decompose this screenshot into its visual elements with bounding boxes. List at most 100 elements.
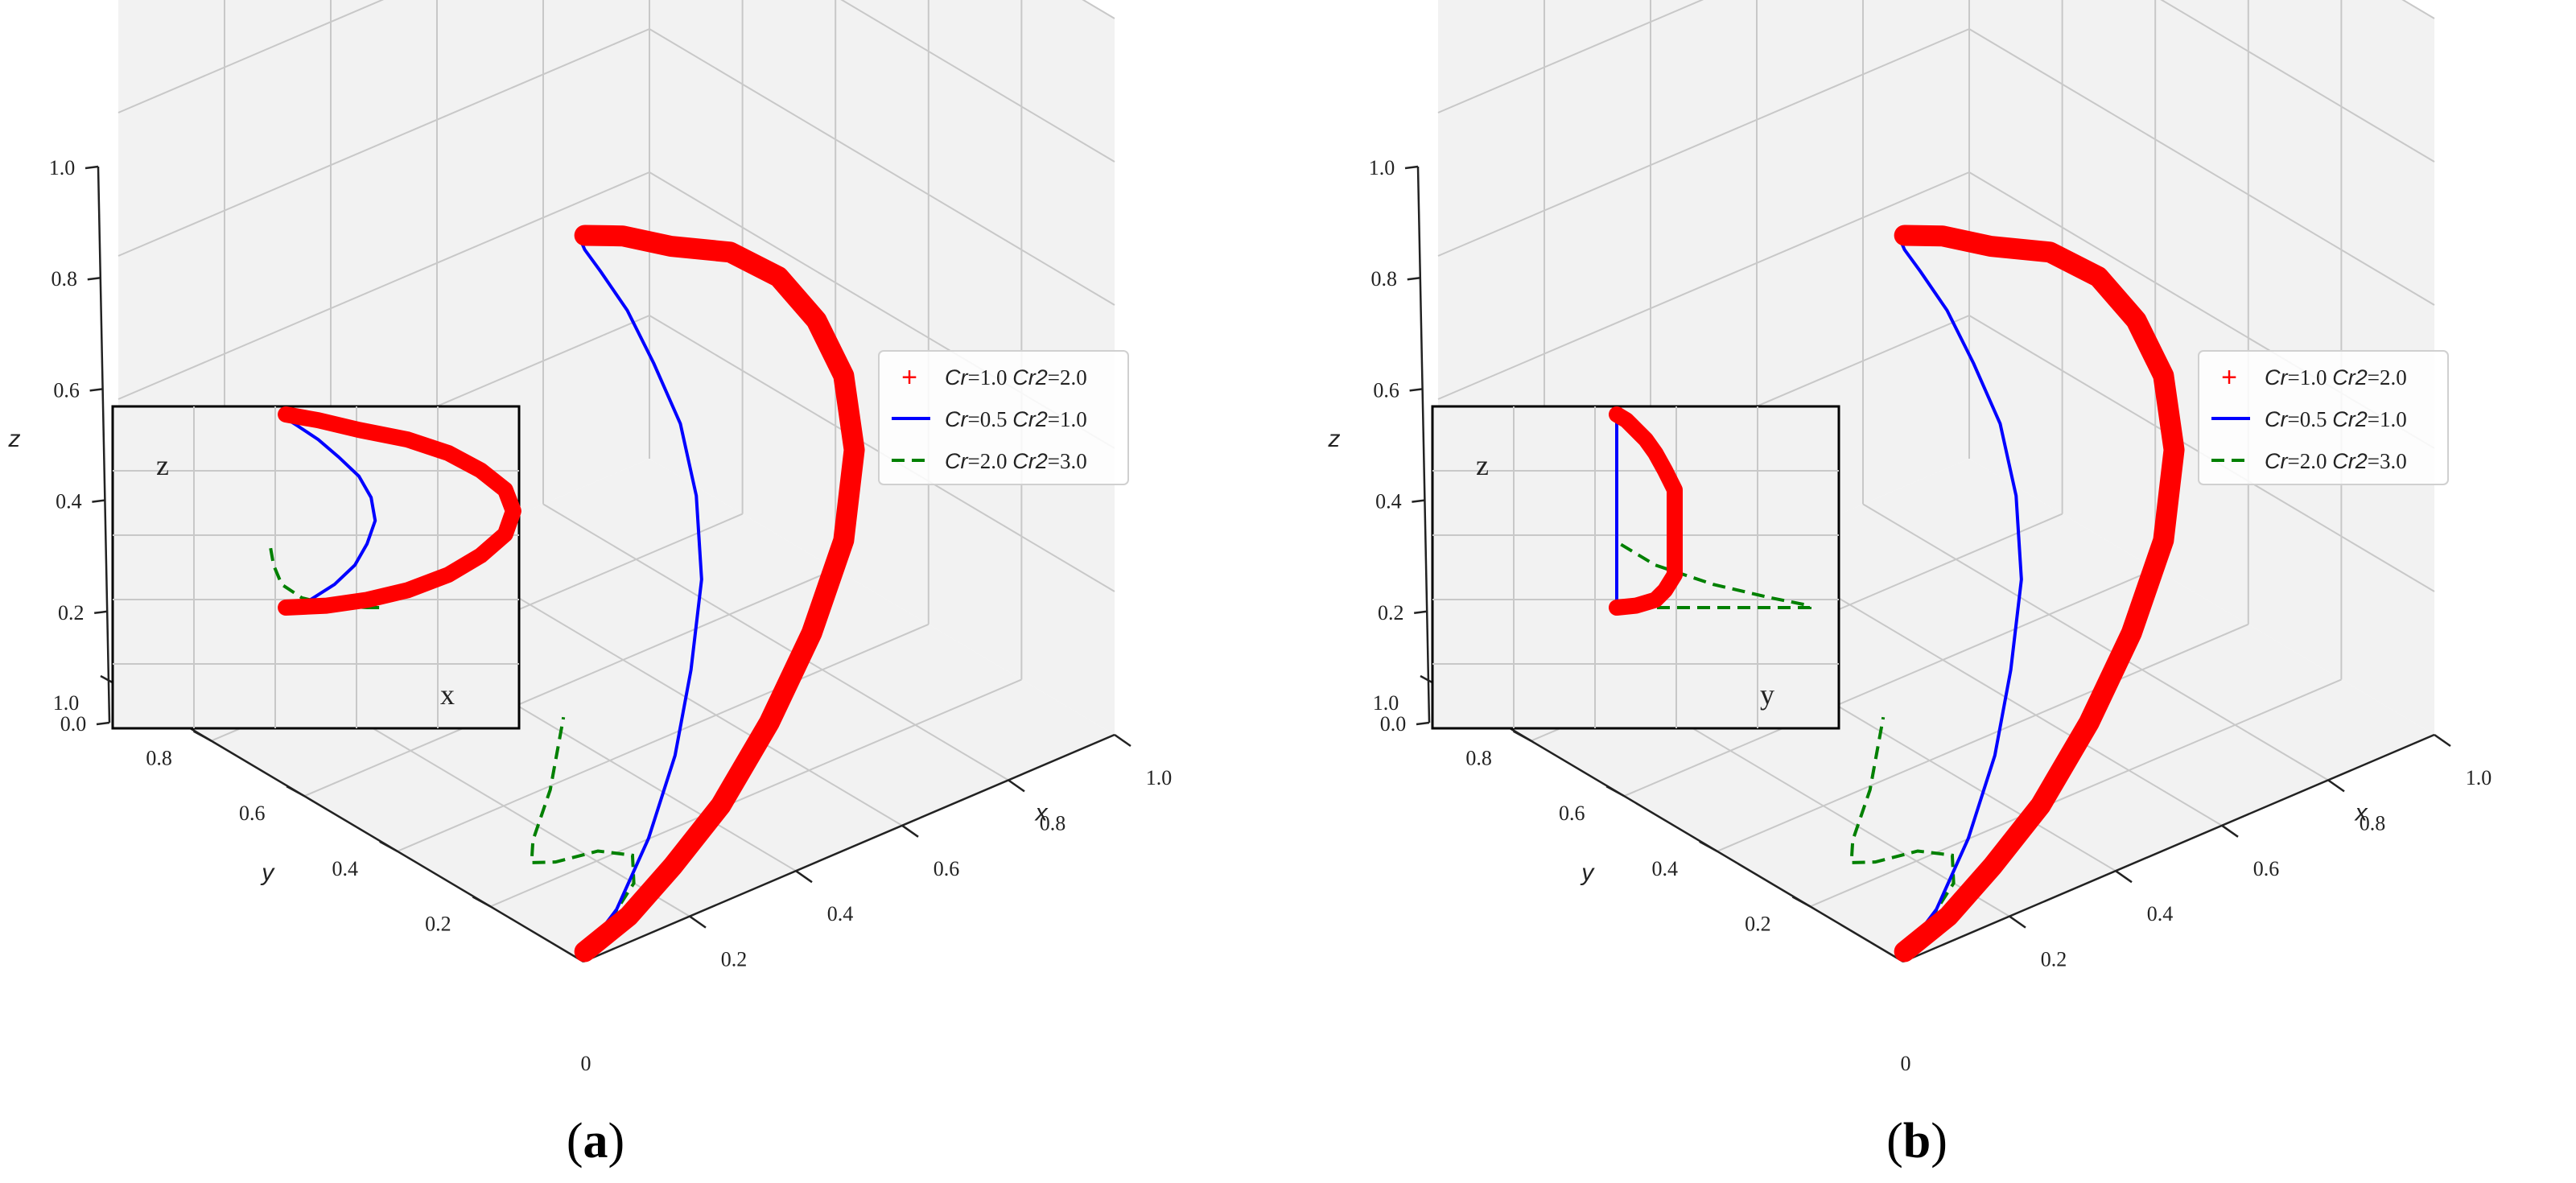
legend-entry-part: =1.0 xyxy=(1048,407,1087,431)
legend-entry-part: =2.0 xyxy=(2368,365,2407,390)
y-tick-label: 0.2 xyxy=(1745,912,1771,935)
inset-vertical-label: z xyxy=(156,449,169,481)
inset-series-green-dashed xyxy=(1615,540,1811,609)
y-tick-mark xyxy=(1699,840,1718,852)
grid-back-z xyxy=(1437,0,1704,113)
series-blue-solid xyxy=(578,237,703,953)
panel-a: 0.20.40.60.81.00.20.40.60.81.00.00.20.40… xyxy=(8,0,1173,1075)
y-tick-mark xyxy=(379,840,398,852)
series-red-plus xyxy=(574,225,865,962)
y-axis-label: y xyxy=(1580,859,1595,886)
caption-a: (a) xyxy=(567,1114,624,1169)
legend-entry-part: =2.0 xyxy=(1048,365,1087,390)
y-tick-label: 0.6 xyxy=(1559,802,1585,825)
y-tick-label: 0.4 xyxy=(332,857,359,880)
y-tick-mark xyxy=(1513,730,1532,742)
x-axis-line xyxy=(583,733,1115,963)
x-tick-mark xyxy=(901,824,919,838)
y-tick-mark xyxy=(193,730,212,742)
inset: zx xyxy=(111,405,521,730)
x-tick-label: 0.2 xyxy=(721,948,748,971)
x-tick-label: 0.4 xyxy=(2147,902,2174,925)
z-tick-mark xyxy=(87,276,101,281)
grid-side-z xyxy=(1968,28,2435,306)
y-tick-mark xyxy=(472,896,491,908)
legend-entry: Cr=1.0 Cr2=2.0 xyxy=(2265,365,2407,390)
legend-entry-part: Cr2 xyxy=(1012,407,1048,431)
inset-series-red-plus xyxy=(278,406,521,616)
inset-series-red-plus xyxy=(1609,406,1683,616)
z-tick-label: 0.2 xyxy=(1378,601,1404,624)
x-tick-mark xyxy=(2327,779,2345,793)
grid-floor-y xyxy=(397,623,929,852)
z-tick-label: 0.8 xyxy=(52,267,78,291)
y-tick-mark xyxy=(1605,785,1625,798)
z-tick-mark xyxy=(89,388,103,392)
z-tick-mark xyxy=(1414,610,1428,615)
legend-entry-part: =0.5 xyxy=(968,407,1013,431)
x-tick-label: 1.0 xyxy=(1146,766,1173,789)
legend-marker-plus: + xyxy=(2221,362,2237,393)
z-tick-label: 0.0 xyxy=(1380,712,1407,736)
grid-back-z xyxy=(117,171,650,400)
legend-marker-plus: + xyxy=(901,362,917,393)
legend: + Cr=1.0 Cr2=2.0Cr=0.5 Cr2=1.0Cr=2.0 Cr2=… xyxy=(878,350,1129,485)
z-axis-label: z xyxy=(1328,426,1341,452)
grid-side-z xyxy=(2160,0,2435,163)
legend-entry-part: Cr2 xyxy=(2332,407,2368,431)
y-tick-label: 0.8 xyxy=(1465,747,1492,770)
z-axis-line xyxy=(1416,166,1431,723)
y-axis-label: y xyxy=(260,859,275,886)
grid-back-z xyxy=(1437,28,1970,257)
grid-floor-y xyxy=(1810,678,2342,908)
legend-entry-part: Cr xyxy=(945,365,968,390)
legend: + Cr=1.0 Cr2=2.0Cr=0.5 Cr2=1.0Cr=2.0 Cr2=… xyxy=(2198,350,2449,485)
x-tick-mark xyxy=(1114,733,1131,748)
x-tick-mark xyxy=(795,870,813,884)
z-tick-mark xyxy=(1404,165,1419,170)
legend-frame xyxy=(878,350,1129,485)
legend-entry-part: Cr xyxy=(945,449,968,473)
grid-floor-y xyxy=(1623,568,2156,798)
legend-entry-part: Cr xyxy=(945,407,968,431)
z-axis-label: z xyxy=(8,426,21,452)
x-tick-mark xyxy=(689,915,707,929)
y-tick-label: 1.0 xyxy=(1373,691,1399,715)
x-tick-label: 0.4 xyxy=(827,902,854,925)
legend-entry-part: =1.0 xyxy=(2288,365,2333,390)
y-tick-label: 0.2 xyxy=(425,912,451,935)
y-tick-mark xyxy=(286,785,305,798)
z-tick-mark xyxy=(1409,388,1423,392)
y-tick-label: 0.8 xyxy=(146,747,172,770)
inset-horizontal-label: y xyxy=(1760,678,1774,711)
legend-entry: Cr=2.0 Cr2=3.0 xyxy=(945,449,1087,473)
x-tick-label: 0.8 xyxy=(2360,811,2386,835)
z-tick-label: 0.8 xyxy=(1371,267,1398,291)
z-tick-mark xyxy=(1416,721,1430,726)
captions: (a) (b) xyxy=(567,1114,1947,1169)
grid-floor-y xyxy=(303,568,836,798)
x-tick-mark xyxy=(2115,870,2133,884)
z-tick-label: 0.4 xyxy=(56,490,82,513)
inset: zy xyxy=(1431,405,1840,730)
grid-back-z xyxy=(1437,171,1970,400)
z-tick-mark xyxy=(84,165,99,170)
z-axis-line xyxy=(97,166,111,723)
x-tick-label: 1.0 xyxy=(2466,766,2492,789)
x-tick-mark xyxy=(2434,733,2451,748)
y-tick-label: 1.0 xyxy=(53,691,80,715)
legend-entry-part: Cr2 xyxy=(2332,365,2368,390)
inset-vertical-label: z xyxy=(1476,449,1489,481)
grid-back-z xyxy=(117,0,385,113)
caption-a-letter: a xyxy=(583,1114,608,1169)
z-tick-label: 1.0 xyxy=(49,156,76,179)
y-tick-mark xyxy=(1791,896,1811,908)
grid-side-z xyxy=(649,28,1115,306)
x-axis-label: x xyxy=(1034,799,1049,826)
legend-entry-part: Cr xyxy=(2265,449,2288,473)
caption-b-letter: b xyxy=(1903,1114,1931,1169)
grid-floor-x xyxy=(542,503,1009,781)
legend-entry: Cr=2.0 Cr2=3.0 xyxy=(2265,449,2407,473)
legend-entry-part: =3.0 xyxy=(1048,449,1087,473)
